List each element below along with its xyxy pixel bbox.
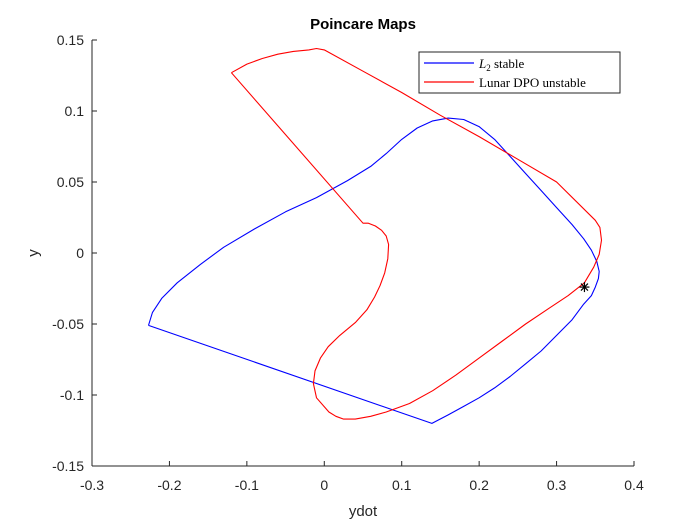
y-tick-label: -0.15	[52, 458, 84, 474]
legend-entry-l2-subscript: 2	[486, 63, 491, 73]
x-tick-label: 0.3	[547, 477, 567, 493]
legend-entry-l2-rest: stable	[491, 56, 525, 71]
y-tick-label: -0.1	[60, 387, 84, 403]
series-line-l2-stable	[147, 117, 600, 424]
y-tick-label: 0.05	[57, 174, 84, 190]
y-tick-label: 0	[76, 245, 84, 261]
y-tick-label: 0.1	[65, 103, 85, 119]
x-tick-label: 0.2	[469, 477, 489, 493]
chart-title: Poincare Maps	[310, 16, 416, 33]
x-tick-label: -0.2	[157, 477, 181, 493]
x-tick-label: -0.3	[80, 477, 104, 493]
legend-box	[418, 51, 621, 94]
axes: -0.3 -0.2 -0.1 0 0.1 0.2 0.3 0.4 -0.15 -0.1 -0.05 0…	[52, 32, 644, 493]
y-tick-label: -0.05	[52, 316, 84, 332]
series-line-lunar-dpo-unstable	[230, 47, 603, 420]
legend-entry-l2-main: L	[478, 56, 486, 71]
plot-area	[147, 47, 603, 424]
legend-entry-l2-stable: L2 stable	[478, 56, 525, 73]
star-marker-stroke	[580, 283, 589, 292]
x-axis-label: ydot	[349, 503, 378, 520]
legend: L2 stable Lunar DPO unstable	[418, 51, 621, 94]
star-marker	[579, 282, 590, 293]
x-tick-label: 0	[320, 477, 328, 493]
x-tick-label: 0.1	[392, 477, 412, 493]
x-tick-label: -0.1	[235, 477, 259, 493]
legend-entry-lunar-dpo-unstable: Lunar DPO unstable	[479, 75, 586, 90]
y-axis-label: y	[25, 249, 42, 257]
y-tick-label: 0.15	[57, 32, 84, 48]
x-tick-label: 0.4	[624, 477, 644, 493]
